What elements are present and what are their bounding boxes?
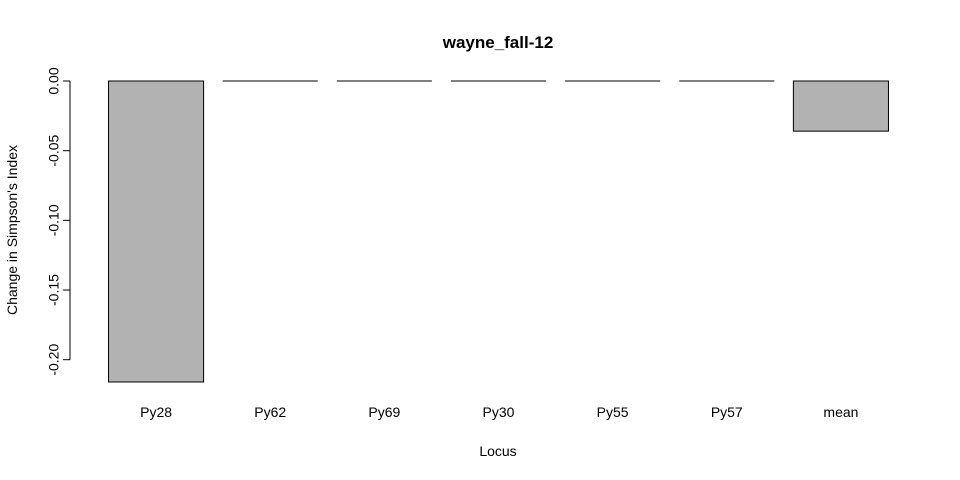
x-tick-labels: Py28 Py62 Py69 Py30 Py55 Py57 mean xyxy=(140,404,858,420)
y-tick-label: -0.15 xyxy=(46,274,62,306)
bar-mean xyxy=(792,80,889,132)
x-tick-label-py69: Py69 xyxy=(368,404,400,420)
y-tick-label: -0.10 xyxy=(46,204,62,236)
y-tick-label: -0.05 xyxy=(46,135,62,167)
bar-py28 xyxy=(108,80,205,383)
x-tick-label-py57: Py57 xyxy=(711,404,743,420)
x-tick-label-py30: Py30 xyxy=(483,404,515,420)
x-tick-label-py55: Py55 xyxy=(597,404,629,420)
y-axis-label: Change in Simpson's Index xyxy=(4,145,20,315)
x-tick-label-py28: Py28 xyxy=(140,404,172,420)
y-tick-label: -0.20 xyxy=(46,344,62,376)
bars-group xyxy=(108,80,889,383)
y-tick-label: 0.00 xyxy=(46,67,62,94)
chart-title: wayne_fall-12 xyxy=(442,33,554,52)
y-axis: 0.00 -0.05 -0.10 -0.15 -0.20 xyxy=(46,67,71,376)
x-tick-label-py62: Py62 xyxy=(254,404,286,420)
x-tick-label-mean: mean xyxy=(823,404,858,420)
x-axis-label: Locus xyxy=(479,443,516,459)
